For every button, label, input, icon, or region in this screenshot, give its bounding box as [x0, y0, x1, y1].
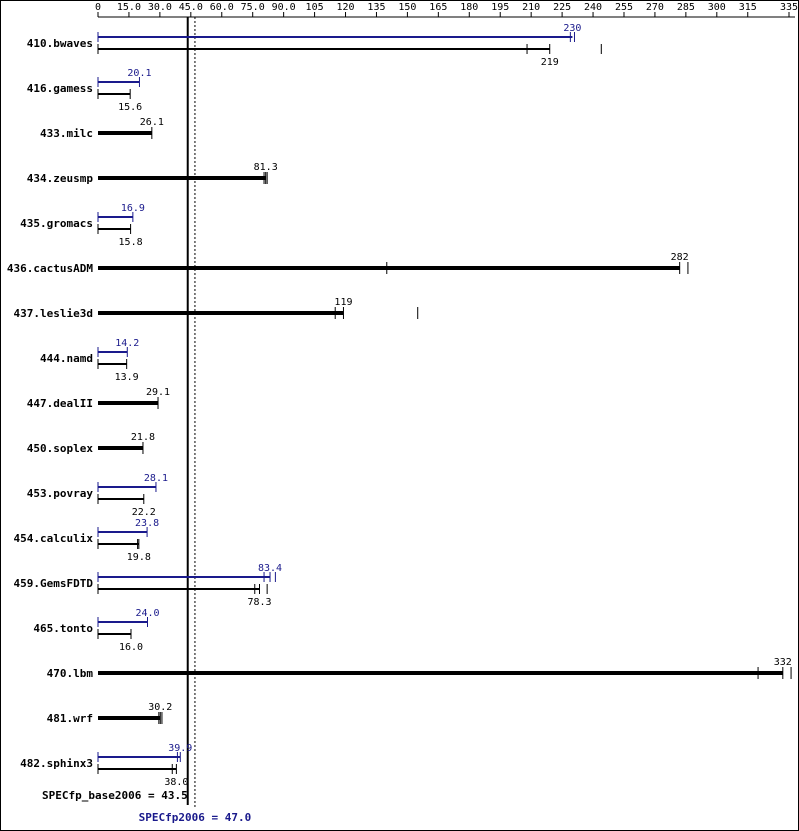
base-value-label: 22.2	[132, 507, 156, 518]
peak-value-label: 20.1	[127, 68, 151, 79]
benchmark-label: 453.povray	[27, 487, 94, 500]
benchmark-label: 447.dealII	[27, 397, 93, 410]
benchmark-label: 454.calculix	[14, 532, 94, 545]
bars: 230 219 20.1 15.6 26.1 81.3 16.9 15.8 282 119 14.2…	[97, 23, 792, 788]
benchmark-labels: 410.bwaves 416.gamess 433.milc 434.zeusmp 43…	[7, 37, 93, 770]
peak-value-label: 16.9	[121, 203, 145, 214]
base-bar	[98, 446, 143, 450]
peak-value-label: 24.0	[135, 608, 159, 619]
base-value-label: 38.0	[164, 777, 188, 788]
base-bar	[98, 131, 152, 135]
x-tick-label: 75.0	[241, 2, 265, 13]
x-tick-label: 195	[491, 2, 509, 13]
benchmark-label: 436.cactusADM	[7, 262, 93, 275]
x-tick-label: 300	[708, 2, 726, 13]
x-tick-label: 240	[584, 2, 602, 13]
base-bar	[98, 671, 783, 675]
x-tick-label: 150	[398, 2, 416, 13]
benchmark-label: 435.gromacs	[20, 217, 93, 230]
benchmark-label: 434.zeusmp	[27, 172, 94, 185]
x-tick-label: 60.0	[210, 2, 234, 13]
x-axis: 0 15.0 30.0 45.0 60.0 75.0 90.0 105 120 135 150 165…	[95, 2, 798, 18]
base-value-label: 21.8	[131, 432, 155, 443]
peak-value-label: 83.4	[258, 563, 282, 574]
base-bar	[98, 716, 161, 720]
base-value-label: 29.1	[146, 387, 170, 398]
peak-value-label: 23.8	[135, 518, 159, 529]
x-tick-label: 120	[336, 2, 354, 13]
base-bar	[98, 266, 680, 270]
base-value-label: 19.8	[127, 552, 151, 563]
base-bar	[98, 401, 159, 405]
base-value-label: 15.6	[118, 102, 142, 113]
base-value-label: 282	[671, 252, 689, 263]
peak-value-label: 39.9	[168, 743, 192, 754]
base-value-label: 30.2	[148, 702, 172, 713]
peak-value-label: 230	[563, 23, 581, 34]
base-value-label: 219	[541, 57, 559, 68]
base-bar	[98, 176, 266, 180]
x-tick-label: 165	[429, 2, 447, 13]
benchmark-label: 444.namd	[40, 352, 93, 365]
peak-mean-label: SPECfp2006 = 47.0	[139, 811, 252, 824]
base-value-label: 119	[334, 297, 352, 308]
base-value-label: 13.9	[115, 372, 139, 383]
x-tick-label: 45.0	[179, 2, 203, 13]
benchmark-label: 450.soplex	[27, 442, 94, 455]
base-value-label: 16.0	[119, 642, 143, 653]
peak-value-label: 28.1	[144, 473, 168, 484]
x-tick-label: 270	[646, 2, 664, 13]
benchmark-label: 416.gamess	[27, 82, 93, 95]
benchmark-label: 410.bwaves	[27, 37, 93, 50]
benchmark-label: 465.tonto	[33, 622, 93, 635]
benchmark-label: 437.leslie3d	[14, 307, 93, 320]
x-tick-label: 225	[553, 2, 571, 13]
x-tick-label: 135	[367, 2, 385, 13]
x-tick-label: 315	[739, 2, 757, 13]
benchmark-label: 482.sphinx3	[20, 757, 93, 770]
x-tick-label: 335	[780, 2, 798, 13]
benchmark-label: 470.lbm	[47, 667, 94, 680]
x-tick-label: 90.0	[272, 2, 296, 13]
x-tick-label: 285	[677, 2, 695, 13]
base-value-label: 78.3	[247, 597, 271, 608]
base-value-label: 26.1	[140, 117, 164, 128]
x-tick-label: 180	[460, 2, 478, 13]
base-bar	[98, 311, 344, 315]
x-tick-label: 210	[522, 2, 540, 13]
base-value-label: 15.8	[119, 237, 143, 248]
base-value-label: 81.3	[254, 162, 278, 173]
x-tick-label: 255	[615, 2, 633, 13]
x-tick-label: 105	[306, 2, 324, 13]
base-mean-label: SPECfp_base2006 = 43.5	[42, 789, 188, 802]
base-value-label: 332	[774, 657, 792, 668]
x-tick-label: 0	[95, 2, 101, 13]
peak-value-label: 14.2	[115, 338, 139, 349]
x-tick-label: 30.0	[148, 2, 172, 13]
benchmark-label: 481.wrf	[47, 712, 93, 725]
x-tick-label: 15.0	[117, 2, 141, 13]
benchmark-label: 433.milc	[40, 127, 93, 140]
benchmark-label: 459.GemsFDTD	[14, 577, 94, 590]
